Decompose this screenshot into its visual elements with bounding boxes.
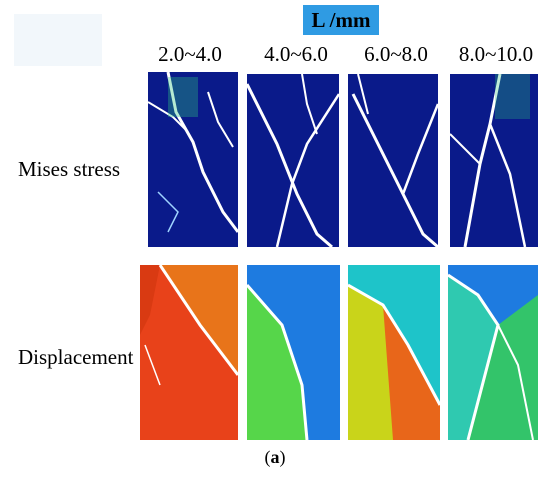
column-label-2: 4.0~6.0 (264, 42, 328, 66)
displacement-panel-4 (448, 265, 538, 440)
row-label-displacement: Displacement (18, 345, 134, 369)
caption-open: ( (264, 447, 271, 467)
stress-panel-2 (247, 74, 339, 247)
column-label-3: 6.0~8.0 (364, 42, 428, 66)
stress-panel-3 (348, 74, 438, 247)
caption-letter: a (270, 447, 280, 467)
column-label-4: 8.0~10.0 (458, 42, 534, 66)
displacement-panel-3 (348, 265, 440, 440)
column-label-1: 2.0~4.0 (158, 42, 222, 66)
displacement-panel-2 (247, 265, 340, 440)
header-label-box: L /mm (303, 5, 379, 35)
stress-panel-4 (450, 74, 538, 247)
faint-legend-box-bottom (14, 40, 102, 66)
faint-legend-box-top (14, 14, 102, 40)
row-label-mises-stress: Mises stress (18, 157, 121, 181)
figure-caption: (a) (0, 447, 550, 468)
caption-close: ) (279, 447, 286, 467)
stress-panel-1 (148, 72, 238, 247)
header-label: L /mm (311, 7, 371, 32)
displacement-panel-1 (140, 265, 238, 440)
